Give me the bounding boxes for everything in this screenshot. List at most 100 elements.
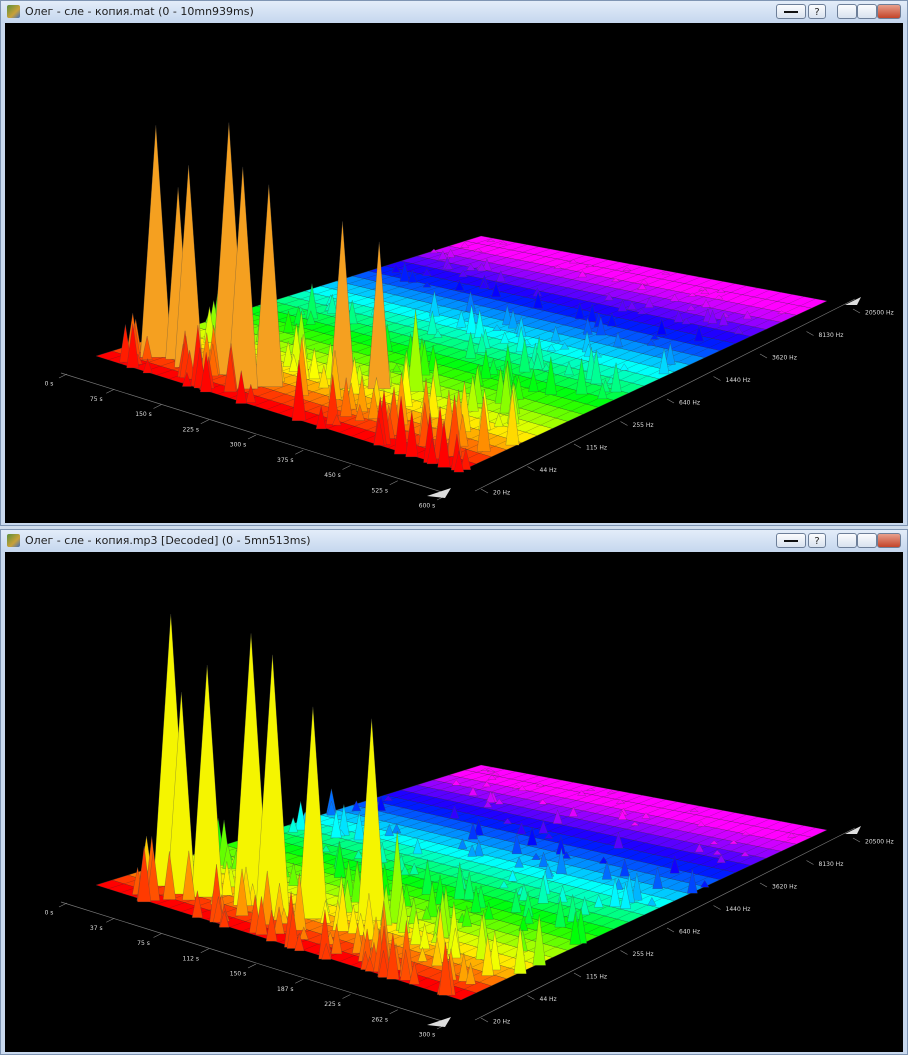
surface-peak — [412, 838, 423, 855]
surface-peak — [142, 357, 153, 374]
surface-peak — [554, 896, 566, 928]
surface-peak — [327, 294, 338, 314]
surface-peak — [687, 292, 697, 297]
freq-label: 3620 Hz — [772, 355, 797, 362]
surface-peak — [488, 930, 501, 971]
freq-label: 115 Hz — [586, 445, 607, 452]
freq-label: 20 Hz — [493, 1019, 510, 1026]
surface-peak — [587, 303, 598, 322]
surface-peak — [438, 941, 453, 996]
axis-arrow — [845, 297, 861, 305]
surface-peak — [601, 860, 613, 880]
surface-peak — [446, 248, 456, 258]
help-button[interactable]: ? — [808, 4, 826, 19]
dash-icon — [784, 540, 798, 542]
surface-peak — [742, 310, 753, 320]
surface-peak — [354, 403, 365, 421]
surface-peak — [511, 834, 522, 855]
surface-peak — [593, 894, 604, 908]
surface-peak — [568, 806, 579, 817]
surface-peak — [595, 316, 606, 336]
surface-peak — [517, 785, 527, 791]
surface-peak — [137, 846, 152, 903]
surface-peak — [514, 856, 524, 868]
surface-peak — [453, 862, 466, 900]
surface-peak — [468, 786, 478, 796]
surface-peak — [701, 299, 711, 308]
app-icon — [7, 534, 20, 547]
surface-peak — [532, 352, 543, 370]
axis-tick — [106, 388, 115, 394]
surface-peak — [283, 310, 294, 333]
surface-peak — [637, 308, 647, 315]
surface-peak — [235, 370, 248, 404]
surface-peak — [126, 323, 140, 369]
freq-label: 8130 Hz — [819, 861, 844, 868]
surface-peak — [451, 779, 461, 786]
surface-peak — [499, 366, 513, 414]
surface-peak — [661, 271, 670, 275]
surface-peak — [245, 383, 256, 403]
surface-peak — [488, 358, 499, 375]
surface-peak — [485, 790, 496, 803]
surface-peak — [709, 840, 719, 845]
surface-peak — [544, 356, 557, 395]
surface-peak — [419, 923, 431, 950]
freq-label: 640 Hz — [679, 929, 700, 936]
surface-peak — [478, 279, 489, 289]
freq-axis — [474, 827, 856, 1021]
maximize-button[interactable] — [857, 4, 877, 19]
surface-peak — [330, 809, 342, 839]
surface-peak — [291, 360, 307, 421]
axis-tick — [759, 353, 768, 359]
close-button[interactable] — [877, 4, 901, 19]
minimize-button[interactable] — [837, 4, 857, 19]
menu-button[interactable] — [776, 4, 806, 19]
surface-peak — [652, 867, 663, 889]
surface-peak — [140, 125, 172, 358]
surface-peak — [492, 324, 502, 331]
close-button[interactable] — [877, 533, 901, 548]
surface-peak — [298, 706, 328, 919]
freq-label: 1440 Hz — [726, 906, 751, 913]
surface-peak — [541, 363, 551, 371]
axis-tick — [713, 376, 721, 381]
axis-tick — [527, 995, 535, 1000]
axis-tick — [480, 488, 489, 494]
menu-button[interactable] — [776, 533, 806, 548]
axis-tick — [295, 978, 304, 984]
surface-peak — [646, 339, 656, 346]
surface-peak — [470, 886, 482, 913]
surface-peak — [433, 330, 443, 338]
surface-peak — [167, 692, 196, 895]
surface-peak — [502, 818, 513, 824]
maximize-button[interactable] — [857, 533, 877, 548]
surface-peak — [476, 396, 491, 452]
surface-peak — [777, 310, 787, 314]
surface-peak — [453, 450, 465, 473]
time-label: 37 s — [90, 925, 103, 932]
surface-peak — [466, 375, 479, 412]
surface-peak — [716, 854, 726, 863]
surface-peak — [429, 290, 440, 317]
surface-peak — [552, 809, 563, 824]
surface-peak — [333, 842, 346, 878]
time-label: 225 s — [183, 426, 200, 433]
surface-peak — [352, 923, 364, 954]
minimize-button[interactable] — [837, 533, 857, 548]
surface-peak — [409, 961, 420, 985]
surface-grid — [266, 266, 643, 410]
help-button[interactable]: ? — [808, 533, 826, 548]
surface-peak — [502, 305, 513, 326]
surface-peak — [630, 821, 640, 826]
time-axis — [60, 901, 446, 1023]
surface-peak — [330, 221, 355, 389]
surface-peak — [405, 411, 419, 458]
surface-peak — [510, 888, 522, 913]
surface-peak — [331, 414, 342, 426]
surface-peak — [305, 310, 316, 325]
surface-peak — [518, 338, 531, 373]
surface-peak — [460, 241, 470, 248]
window: Олег - сле - копия.mp3 [Decoded] (0 - 5m… — [0, 529, 908, 1055]
